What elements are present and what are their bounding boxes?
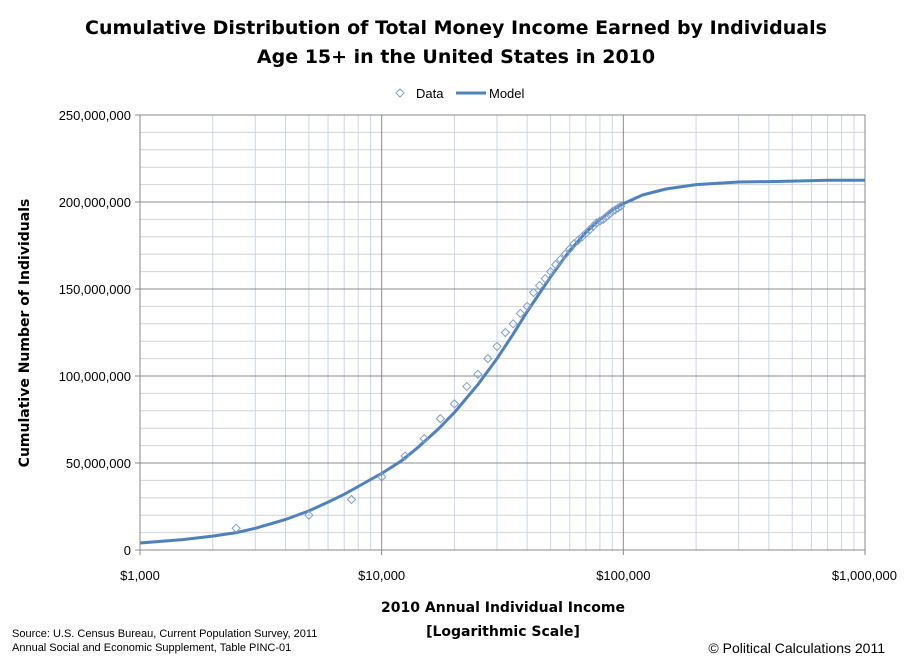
- data-point: [492, 341, 502, 352]
- model-line: [139, 178, 865, 545]
- data-point: [613, 203, 623, 213]
- data-point: [515, 308, 526, 319]
- legend: Data Model: [395, 86, 525, 101]
- data-point: [607, 206, 617, 217]
- chart-subtitle: Age 15+ in the United States in 2010: [257, 46, 655, 68]
- data-point: [565, 244, 575, 254]
- y-axis: 0 50,000,000 100,000,000 150,000,000 200,000…: [59, 108, 140, 558]
- legend-model-label: Model: [489, 86, 525, 101]
- data-point: [534, 280, 545, 291]
- plot-area-border: [139, 114, 866, 551]
- y-tick-label: 100,000,000: [59, 369, 131, 384]
- data-point: [528, 287, 539, 298]
- legend-data-marker: [395, 88, 405, 98]
- x-tick-label: $1,000: [120, 568, 160, 583]
- data-point: [376, 472, 387, 482]
- data-point: [304, 510, 314, 520]
- data-point: [581, 228, 591, 239]
- y-tick-label: 200,000,000: [59, 195, 131, 210]
- data-point: [601, 212, 611, 222]
- y-tick-label: 250,000,000: [59, 108, 131, 123]
- copyright: © Political Calculations 2011: [708, 640, 885, 656]
- data-point: [419, 433, 429, 444]
- data-point: [522, 301, 532, 312]
- data-point: [584, 225, 595, 235]
- data-point: [588, 221, 598, 232]
- x-tick-label: $1,000,000: [832, 568, 897, 583]
- legend-data-label: Data: [416, 86, 444, 101]
- x-axis-subtitle: [Logarithmic Scale]: [426, 624, 580, 640]
- data-point: [560, 249, 570, 259]
- source-line-1: Source: U.S. Census Bureau, Current Popu…: [12, 628, 318, 640]
- data-point: [595, 216, 605, 226]
- data-point: [545, 266, 556, 277]
- y-axis-title: Cumulative Number of Individuals: [17, 199, 33, 468]
- data-points: [231, 201, 626, 533]
- x-axis-title: 2010 Annual Individual Income: [381, 600, 625, 616]
- data-point: [435, 413, 446, 424]
- x-tick-label: $100,000: [596, 568, 650, 583]
- y-tick-label: 150,000,000: [59, 282, 131, 297]
- source-note: Source: U.S. Census Bureau, Current Popu…: [12, 627, 317, 655]
- y-tick-label: 50,000,000: [66, 456, 131, 471]
- data-point: [610, 205, 620, 215]
- data-point: [346, 494, 357, 505]
- source-line-2: Annual Social and Economic Supplement, T…: [12, 642, 292, 654]
- data-point: [449, 399, 460, 409]
- data-point: [555, 254, 566, 265]
- data-point: [500, 327, 511, 338]
- data-point: [540, 273, 550, 284]
- data-point: [473, 369, 483, 379]
- data-point: [462, 381, 472, 392]
- x-tick-label: $10,000: [358, 568, 405, 583]
- data-point: [550, 259, 561, 270]
- data-point: [483, 353, 493, 364]
- grid: [139, 114, 866, 551]
- data-point: [508, 319, 518, 329]
- data-point: [591, 218, 602, 228]
- chart-title: Cumulative Distribution of Total Money I…: [85, 17, 827, 39]
- x-axis: $1,000 $10,000 $100,000 $1,000,000: [120, 550, 897, 583]
- data-point: [400, 451, 410, 461]
- data-point: [604, 209, 615, 219]
- data-point: [231, 523, 241, 533]
- data-point: [598, 214, 608, 225]
- y-tick-label: 0: [124, 543, 131, 558]
- data-point: [615, 201, 626, 212]
